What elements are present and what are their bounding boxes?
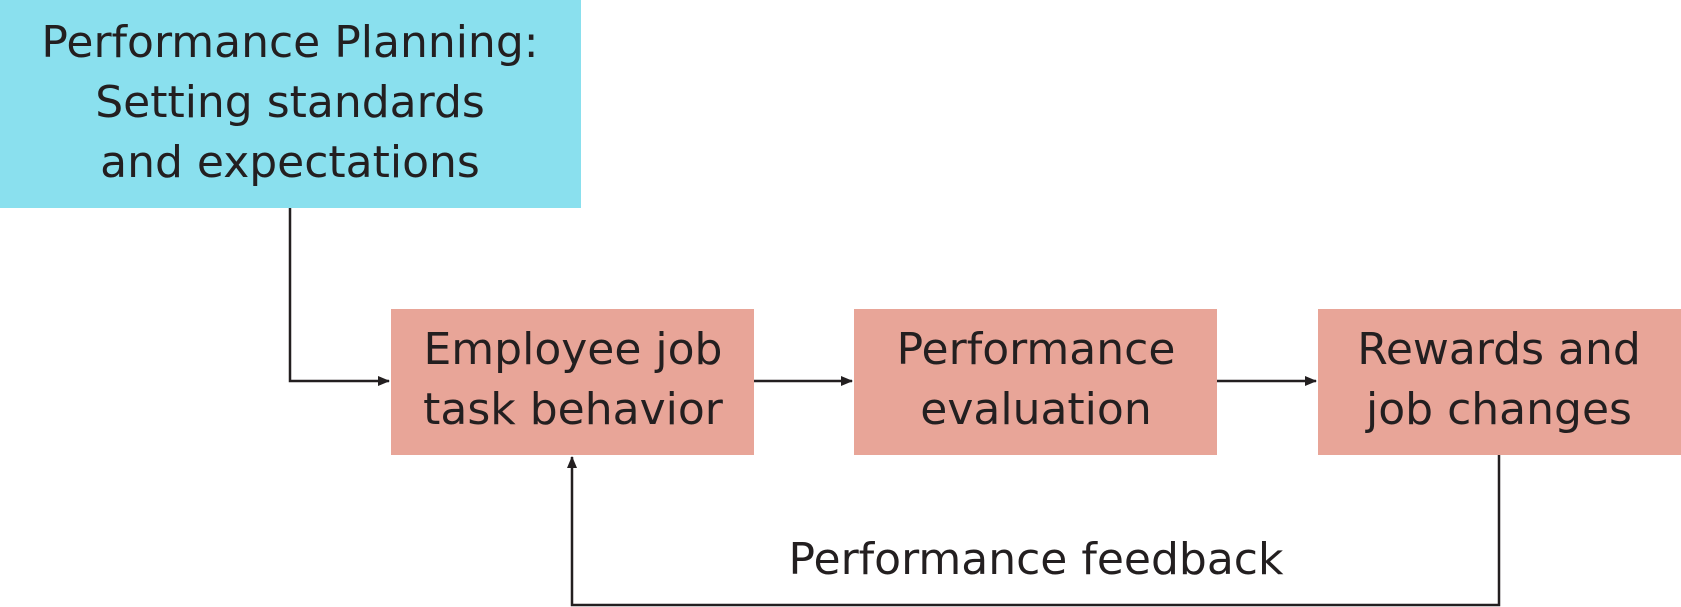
feedback-arrow bbox=[567, 455, 1501, 607]
behavior-box bbox=[391, 309, 754, 455]
arrow bbox=[288, 208, 390, 386]
node-text: Employee job bbox=[424, 324, 723, 375]
rewards-box bbox=[1318, 309, 1681, 455]
node-text: evaluation bbox=[920, 384, 1151, 435]
node-text: Performance bbox=[897, 324, 1176, 375]
node-text: Rewards and bbox=[1357, 324, 1641, 375]
node-text: Setting standards bbox=[95, 77, 485, 128]
node-text: and expectations bbox=[100, 137, 480, 188]
node-text: Performance Planning: bbox=[41, 17, 538, 68]
feedback-label: Performance feedback bbox=[789, 534, 1284, 585]
evaluation-box bbox=[854, 309, 1217, 455]
node-text: job changes bbox=[1365, 384, 1632, 435]
planning-box bbox=[0, 0, 581, 208]
node-text: task behavior bbox=[423, 384, 724, 435]
